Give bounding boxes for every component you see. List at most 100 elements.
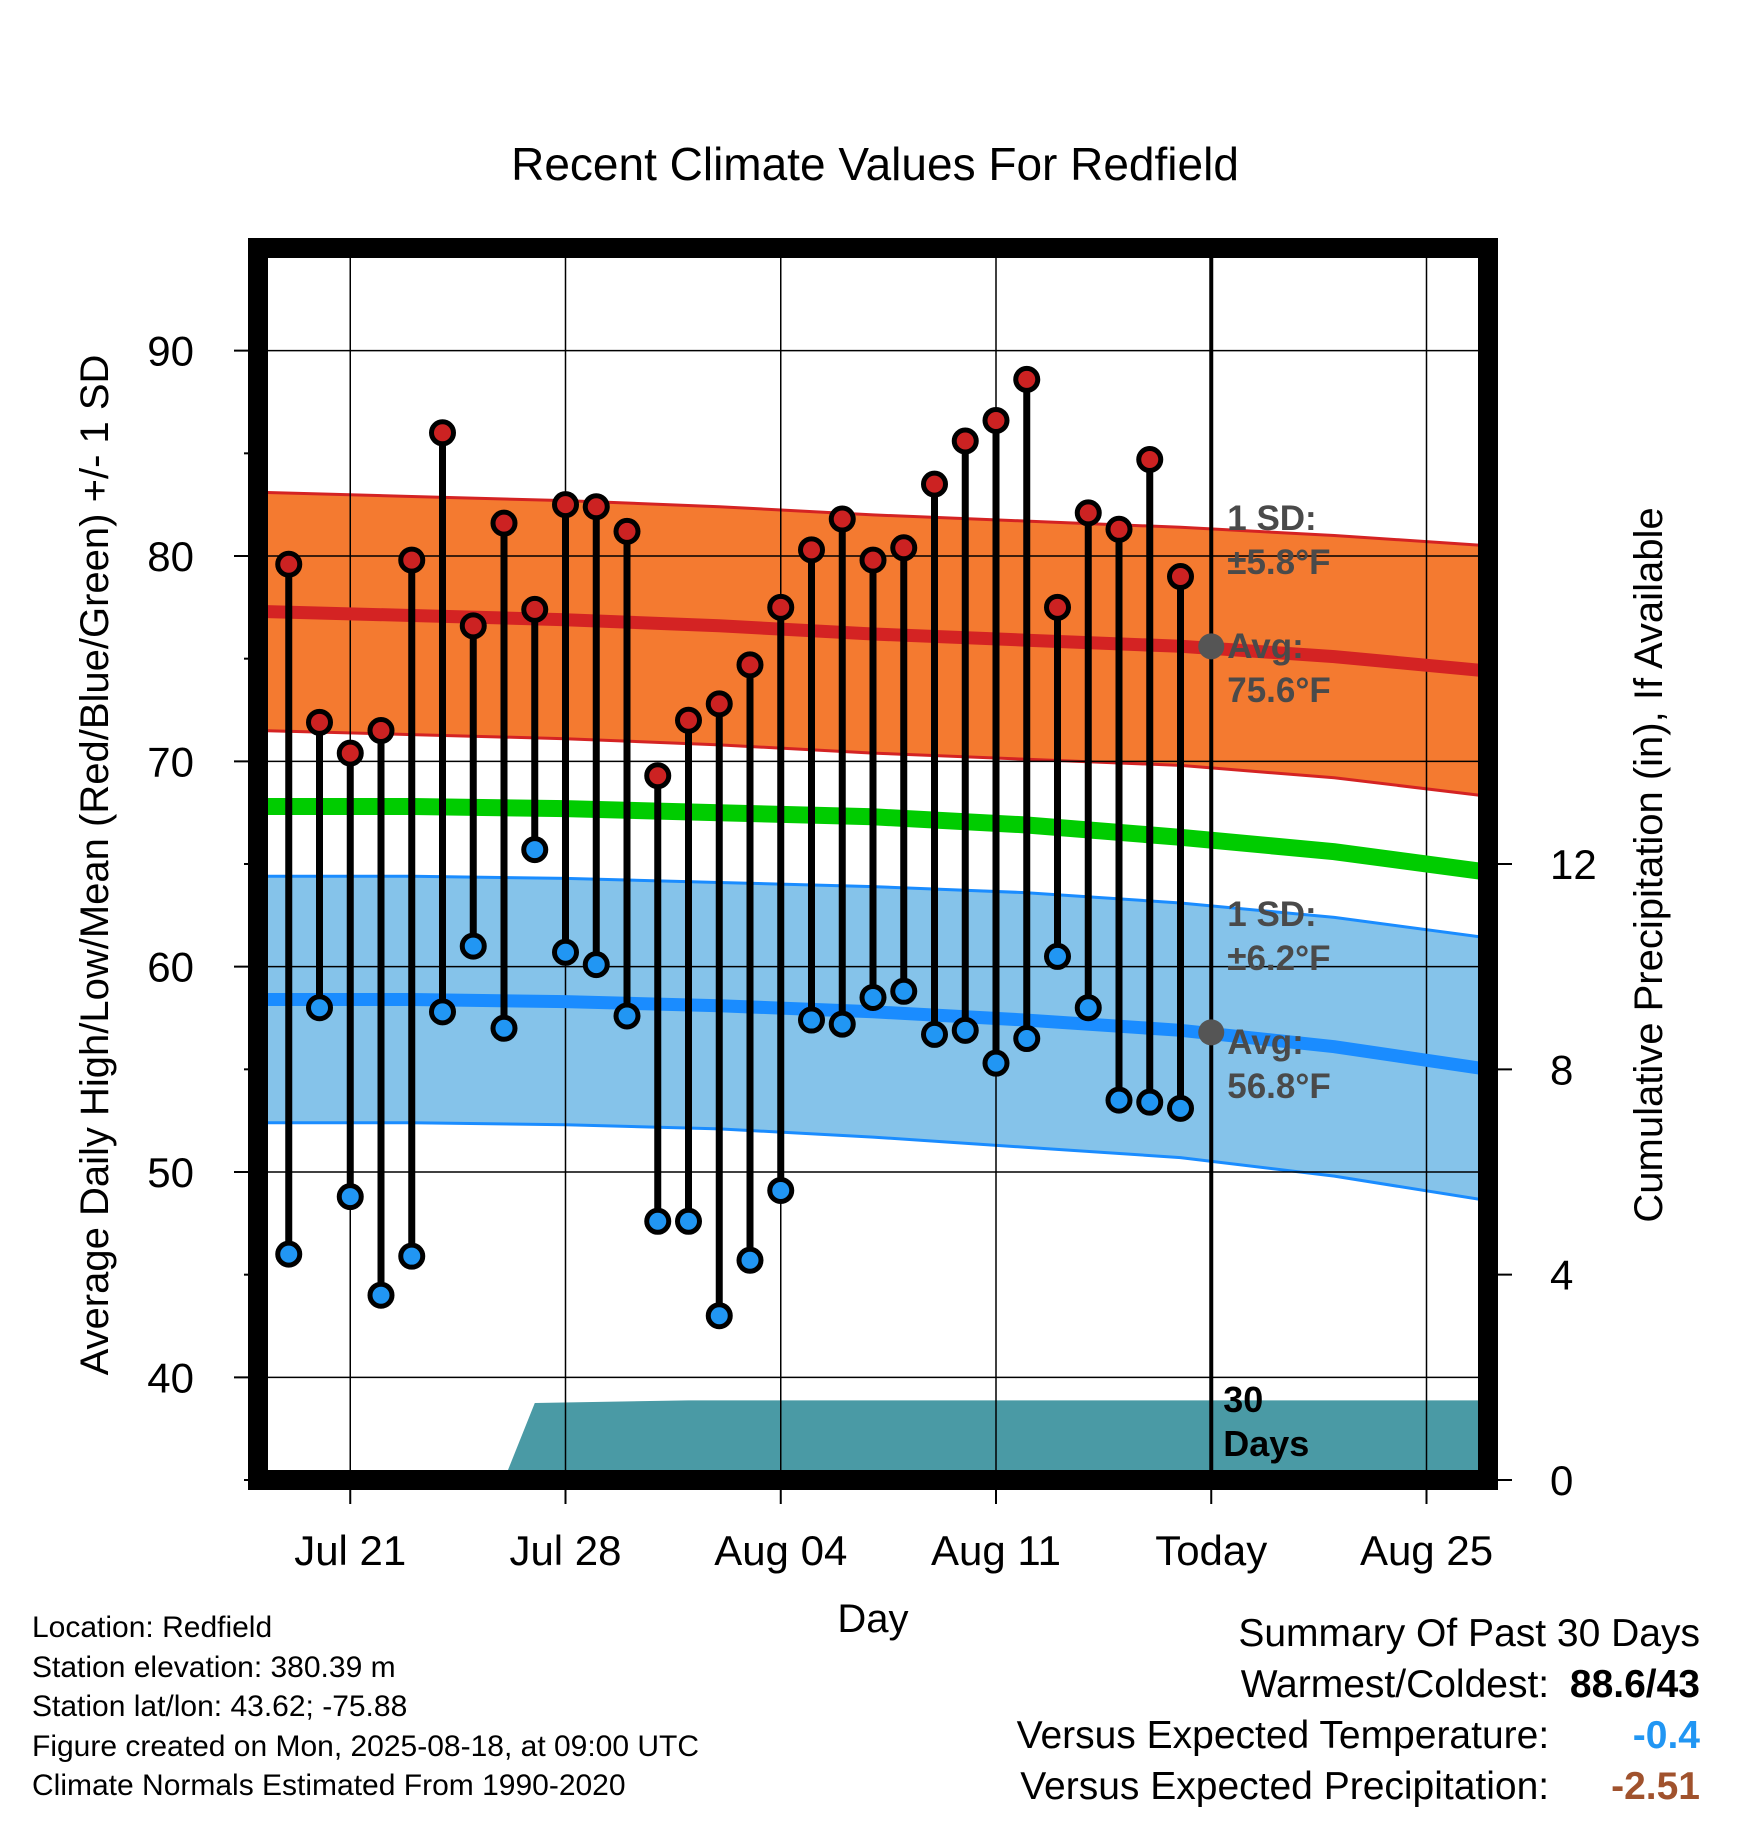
high-point [367,717,395,745]
low-point [1074,994,1102,1022]
high-point [306,708,333,736]
y-tick-label: 40 [147,1354,194,1401]
low-point [367,1281,395,1309]
annotations: 1 SD: ±5.8°F Avg: 75.6°F 1 SD: ±6.2°F Avg: 56.8… [1223,499,1331,1464]
low-point [890,977,918,1005]
low-point [275,1240,303,1268]
x-tick-label: Aug 11 [931,1527,1061,1574]
high-sd-value: ±5.8°F [1227,543,1330,582]
summary-row-temperature: Versus Expected Temperature: -0.4 [1017,1710,1700,1761]
high-point [705,690,733,718]
high-point [859,546,887,574]
high-point [1013,365,1041,393]
low-point [582,951,610,979]
high-point [798,536,825,564]
y-tick-label: 80 [147,533,194,580]
chart-title: Recent Climate Values For Redfield [511,138,1239,190]
high-point [1074,499,1102,527]
low-point [490,1014,518,1042]
today-marker [1198,258,1225,1470]
low-point [1105,1086,1133,1114]
y2-tick-label: 12 [1550,841,1597,888]
y-tick-label: 50 [147,1149,194,1196]
axes: 40 50 60 70 80 90 0 4 8 12 Jul 21 Jul 28 Aug 04 Aug 1… [147,328,1596,1574]
low-avg-value: 56.8°F [1227,1067,1331,1106]
low-sd-label: 1 SD: [1227,895,1316,934]
high-point [951,427,979,455]
high-point [1044,593,1071,621]
y-axis-label: Average Daily High/Low/Mean (Red/Blue/Gr… [73,355,117,1376]
low-point [644,1207,672,1235]
normals-text: Climate Normals Estimated From 1990-2020 [32,1769,626,1802]
high-point [828,505,856,533]
high-point [921,470,948,498]
high-point [1136,445,1164,473]
high-point [1167,563,1194,591]
y2-tick-label: 8 [1550,1046,1573,1093]
y2-tick-label: 4 [1550,1252,1573,1299]
daily-value-points [275,365,1194,1330]
x-tick-label: Jul 21 [294,1527,406,1574]
low-point [459,932,487,960]
created-text: Figure created on Mon, 2025-08-18, at 09… [32,1729,700,1763]
low-point [767,1176,795,1204]
low-point [736,1246,764,1274]
station-info: Location: Redfield Station elevation: 38… [32,1608,699,1806]
summary-row-precipitation: Versus Expected Precipitation: -2.51 [1017,1761,1700,1812]
low-sd-lower-edge [258,1121,1488,1203]
low-point [859,983,887,1011]
high-avg-value: 75.6°F [1227,671,1331,710]
low-point [1044,942,1071,970]
x-tick-label: Aug 04 [714,1527,847,1574]
y-tick-label: 70 [147,738,194,785]
elevation-text: Station elevation: 380.39 m [32,1650,396,1684]
summary-title: Summary Of Past 30 Days [1238,1612,1700,1655]
high-point [429,419,456,447]
high-point [552,491,579,519]
high-point [767,593,795,621]
low-point [675,1207,702,1235]
low-point [1167,1094,1194,1122]
low-point [951,1016,979,1044]
x-tick-label: Today [1155,1527,1267,1574]
high-point [582,493,610,521]
warmest-value: 88.6/43 [1569,1663,1700,1706]
low-point [521,836,549,864]
location-text: Location: Redfield [32,1611,273,1644]
precipitation-value: -2.51 [1611,1765,1700,1808]
precipitation-label: Versus Expected Precipitation: [1020,1765,1550,1808]
low-point [1136,1088,1164,1116]
low-point [552,938,579,966]
warmest-label: Warmest/Coldest: [1240,1663,1550,1706]
low-point [798,1006,825,1034]
high-point [398,546,426,574]
x-tick-label: Jul 28 [509,1527,621,1574]
high-point [275,550,303,578]
high-point [459,612,487,640]
high-point [890,534,918,562]
low-point [429,998,456,1026]
low-point [306,994,333,1022]
high-point [1105,515,1133,543]
days-label: Days [1223,1423,1309,1464]
high-point [982,406,1010,434]
y2-tick-label: 0 [1550,1457,1573,1504]
summary-row-warmest: Warmest/Coldest: 88.6/43 [1017,1659,1700,1710]
low-avg-today-point [1198,1019,1225,1046]
daily-range-stems [285,379,1184,1316]
high-point [644,762,672,790]
high-point [336,739,364,767]
summary-panel: Summary Of Past 30 Days Warmest/Coldest:… [1017,1608,1700,1812]
low-sd-value: ±6.2°F [1227,939,1330,978]
high-avg-label: Avg: [1227,627,1303,666]
low-point [982,1049,1010,1077]
low-point [398,1242,426,1270]
y2-axis-label: Cumulative Precipitation (in), If Availa… [1627,507,1671,1222]
high-point [521,595,549,623]
low-point [921,1020,948,1048]
high-sd-label: 1 SD: [1227,499,1316,538]
high-point [675,706,702,734]
low-point [705,1302,733,1330]
temperature-value: -0.4 [1632,1714,1700,1757]
